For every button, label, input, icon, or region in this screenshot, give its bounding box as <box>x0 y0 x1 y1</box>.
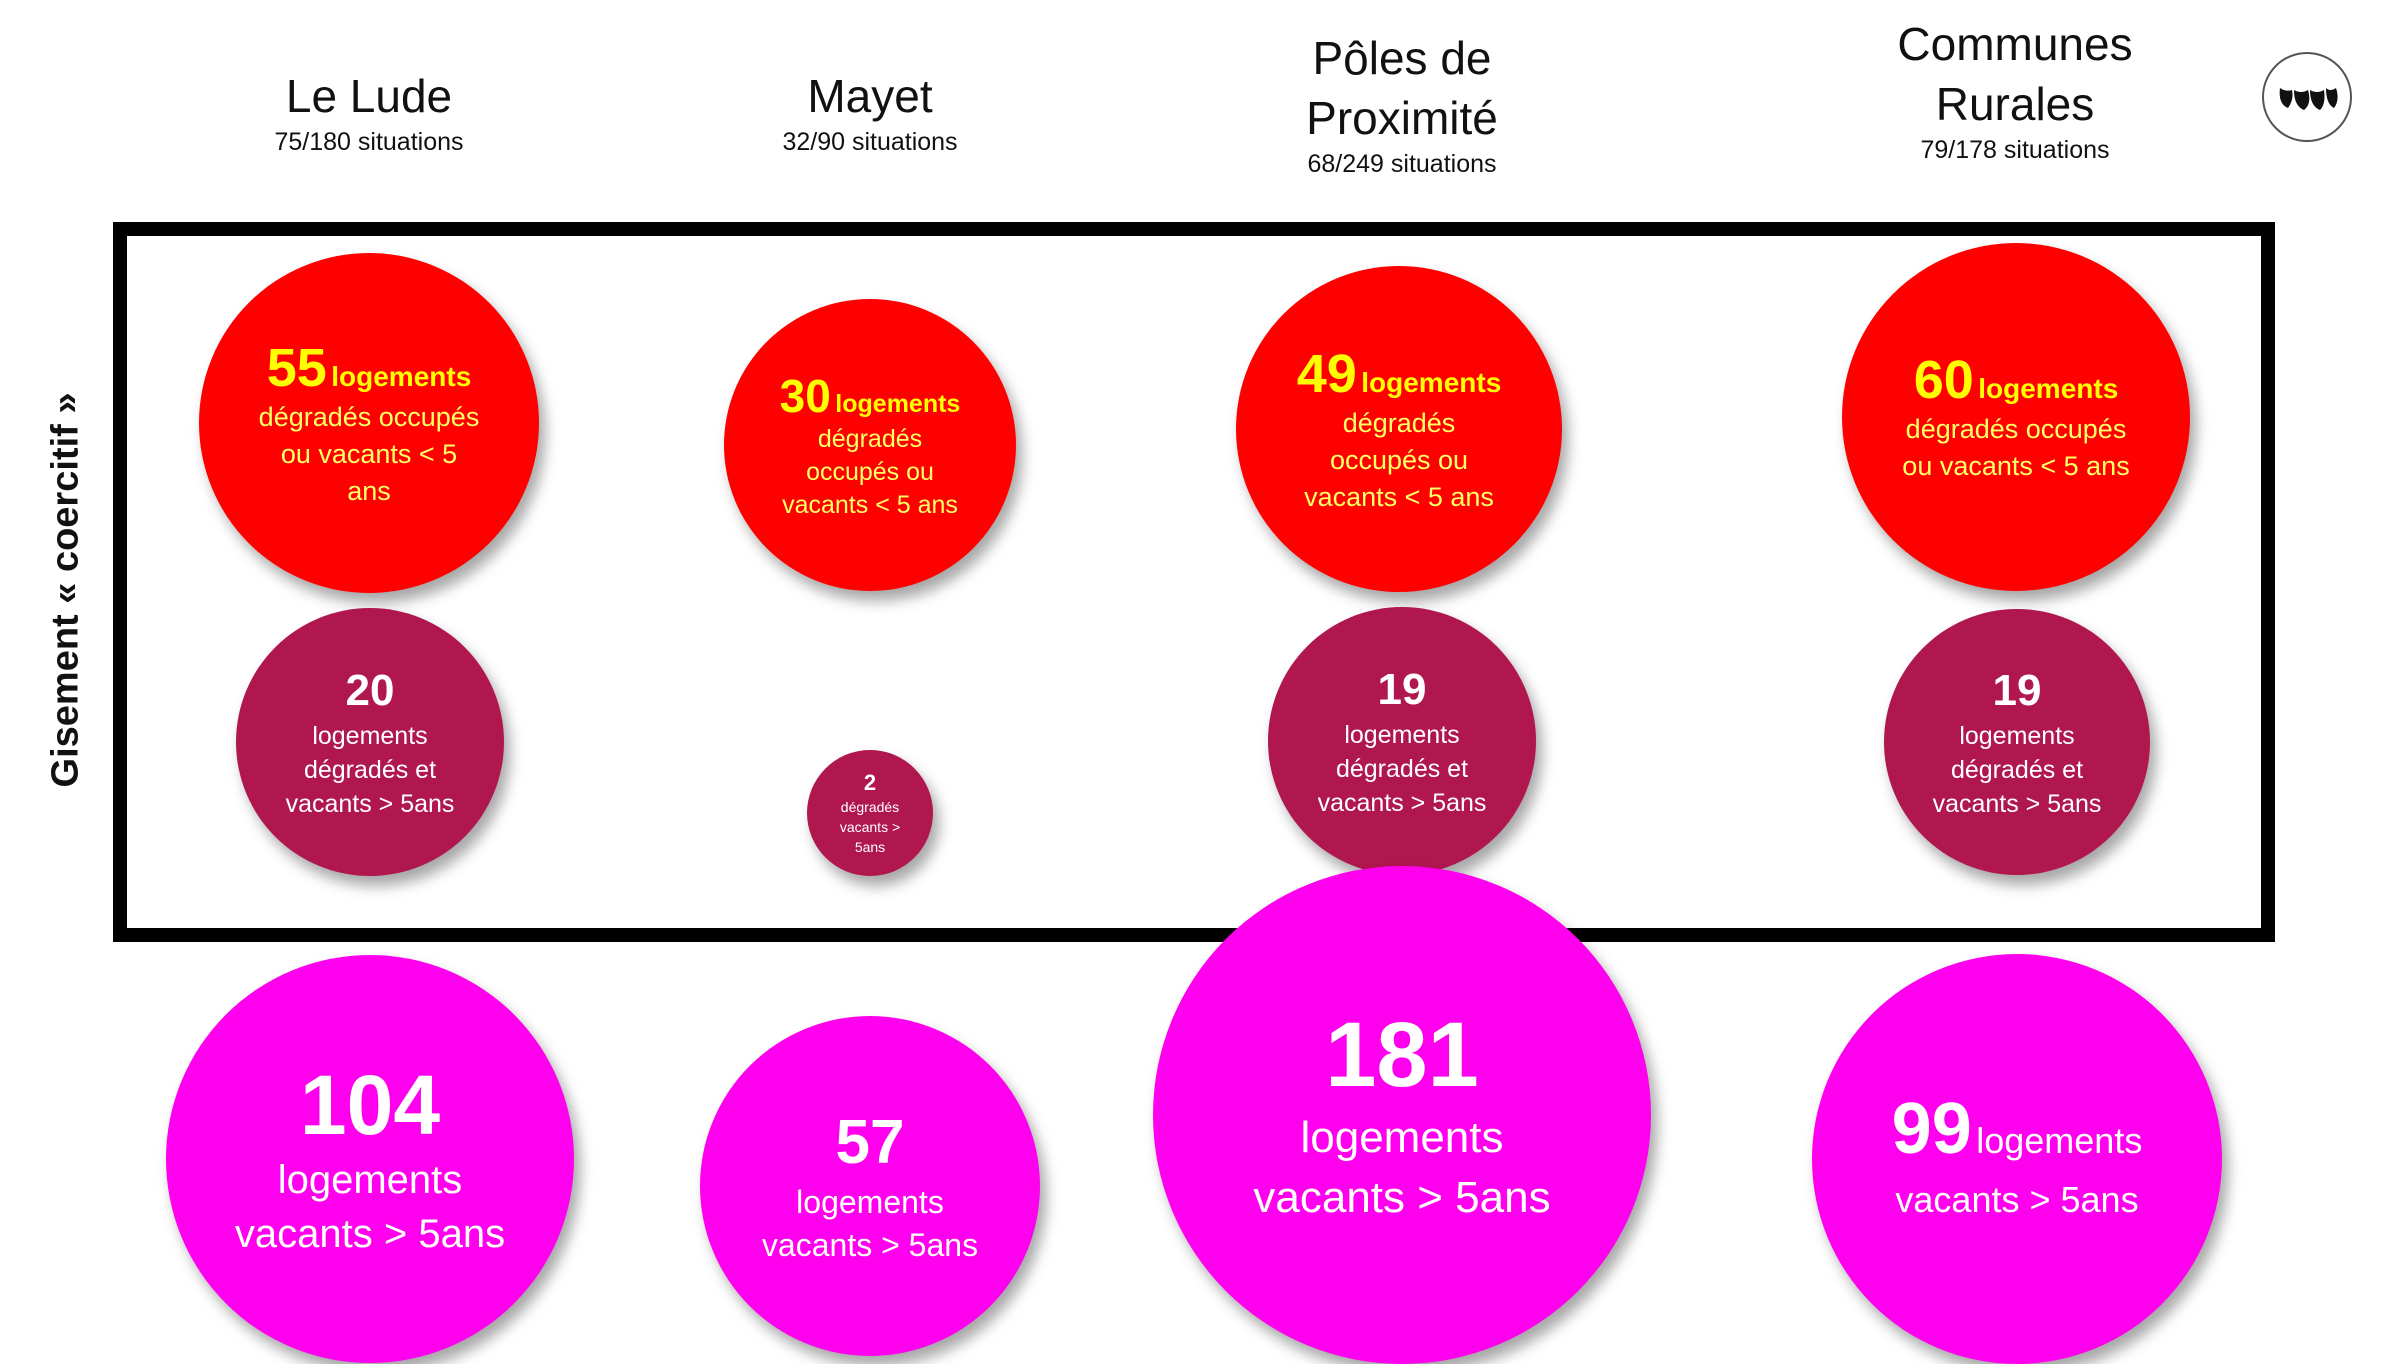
bubble-line: logements <box>796 1184 944 1220</box>
bubble-number: 57 <box>835 1108 905 1177</box>
bubble-wine-le-lude: 20 logements dégradés et vacants > 5ans <box>236 608 504 876</box>
bubble-line: dégradés occupés <box>1905 414 2127 444</box>
bubble-unit: logements <box>1361 366 1502 398</box>
bubble-line: vacants > 5ans <box>1253 1173 1551 1222</box>
bubble-line: vacants > <box>839 819 901 835</box>
bubble-line: dégradés <box>1342 407 1456 438</box>
bubble-line: logements <box>1300 1113 1504 1162</box>
bubble-line: dégradés occupés <box>258 401 480 432</box>
bubble-line: vacants < 5 ans <box>1304 481 1494 512</box>
bubble-line: logements <box>1959 722 2075 750</box>
bubble-unit: logements <box>835 389 961 418</box>
bubble-line: vacants < 5 ans <box>782 490 958 519</box>
bubble-line: dégradés <box>840 799 900 815</box>
bubble-red-poles: 49 logements dégradés occupés ou vacants… <box>1236 266 1562 592</box>
bubble-line: dégradés et <box>1335 755 1469 783</box>
bubble-number: 55 <box>266 337 327 398</box>
bubble-wine-poles: 19 logements dégradés et vacants > 5ans <box>1268 607 1536 875</box>
bubble-line: occupés ou <box>806 457 934 486</box>
bubble-red-le-lude: 55 logements dégradés occupés ou vacants… <box>199 253 539 593</box>
bubble-line: vacants > 5ans <box>1932 790 2102 818</box>
column-title: Mayet <box>807 70 933 122</box>
column-title: Le Lude <box>285 70 453 122</box>
bubble-magenta-le-lude: 104 logements vacants > 5ans <box>166 955 574 1363</box>
bubble-line: dégradés <box>817 424 923 453</box>
bubble-number: 19 <box>1992 666 2042 715</box>
bubble-magenta-communes: 99 logements vacants > 5ans <box>1812 954 2222 1364</box>
bubble-unit: logements <box>331 360 472 392</box>
column-header-le-lude: Le Lude 75/180 situations <box>274 66 463 158</box>
bubble-line: occupés ou <box>1329 444 1469 475</box>
bubble-line: vacants > 5ans <box>1317 789 1487 817</box>
bubble-line: vacants > 5ans <box>761 1227 979 1263</box>
bubble-line: dégradés et <box>303 756 437 784</box>
column-title-line2: Rurales <box>1935 78 2095 130</box>
bubble-magenta-poles: 181 logements vacants > 5ans <box>1153 866 1651 1364</box>
column-title-line1: Pôles de <box>1312 32 1492 84</box>
column-title-line2: Proximité <box>1306 92 1498 144</box>
column-subtitle: 75/180 situations <box>274 128 464 156</box>
bubble-magenta-mayet: 57 logements vacants > 5ans <box>700 1016 1040 1356</box>
bubble-line: ou vacants < 5 <box>280 438 458 469</box>
leaf-logo-icon <box>2262 52 2352 142</box>
coercive-frame <box>113 222 2275 942</box>
bubble-line: logements <box>312 722 428 750</box>
column-title-line1: Communes <box>1897 18 2133 70</box>
bubble-line: dégradés et <box>1950 756 2084 784</box>
bubble-number: 2 <box>863 770 877 795</box>
bubble-number: 60 <box>1913 350 1974 410</box>
bubble-number: 19 <box>1377 665 1427 714</box>
bubble-wine-communes: 19 logements dégradés et vacants > 5ans <box>1884 609 2150 875</box>
column-header-poles: Pôles de Proximité 68/249 situations <box>1306 28 1498 180</box>
bubble-line: 5ans <box>854 839 886 855</box>
bubble-unit: logements <box>1976 1120 2143 1161</box>
bubble-line: logements <box>1344 721 1460 749</box>
bubble-line: ans <box>347 475 391 506</box>
bubble-unit: logements <box>1978 373 2119 404</box>
side-label: Gisement « coercitif » <box>44 392 87 788</box>
bubble-red-mayet: 30 logements dégradés occupés ou vacants… <box>724 299 1016 591</box>
column-header-mayet: Mayet 32/90 situations <box>782 66 957 158</box>
bubble-number: 30 <box>779 369 831 422</box>
bubble-number: 99 <box>1891 1089 1972 1169</box>
column-subtitle: 68/249 situations <box>1307 150 1497 178</box>
bubble-number: 181 <box>1325 1004 1479 1106</box>
column-subtitle: 32/90 situations <box>782 128 958 156</box>
bubble-red-communes: 60 logements dégradés occupés ou vacants… <box>1842 243 2190 591</box>
bubble-line: vacants > 5ans <box>285 790 455 818</box>
bubble-number: 104 <box>299 1058 441 1152</box>
bubble-number: 49 <box>1296 343 1357 404</box>
bubble-line: vacants > 5ans <box>1895 1179 2139 1220</box>
bubble-line: logements <box>277 1158 463 1202</box>
bubble-line: ou vacants < 5 ans <box>1902 451 2130 481</box>
column-header-communes: Communes Rurales 79/178 situations <box>1897 14 2132 166</box>
bubble-number: 20 <box>345 666 395 715</box>
bubble-wine-mayet: 2 dégradés vacants > 5ans <box>807 750 933 876</box>
bubble-line: vacants > 5ans <box>234 1212 506 1256</box>
column-subtitle: 79/178 situations <box>1920 136 2110 164</box>
